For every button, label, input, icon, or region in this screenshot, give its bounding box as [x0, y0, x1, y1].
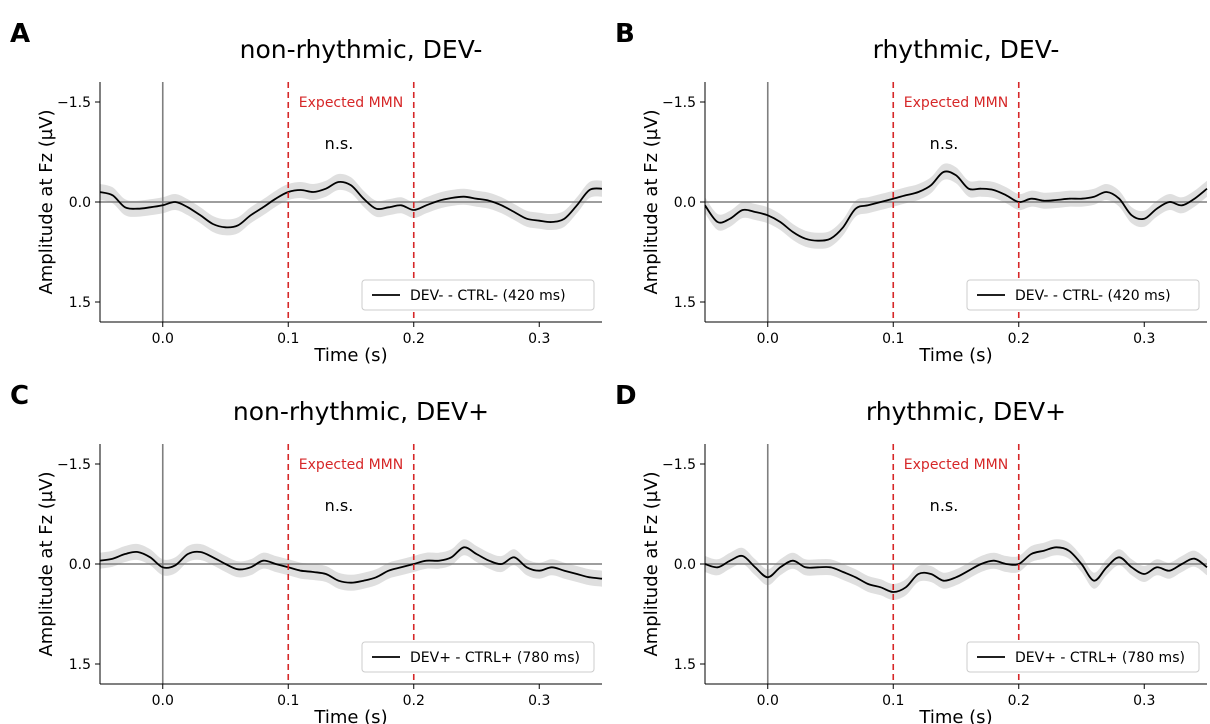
panel-label: A: [10, 19, 30, 49]
expected-mmn-label: Expected MMN: [299, 95, 403, 111]
x-tick-label: 0.2: [403, 331, 425, 347]
x-tick-label: 0.0: [152, 693, 174, 709]
legend: DEV- - CTRL- (420 ms): [966, 279, 1200, 311]
significance-label: n.s.: [930, 134, 959, 153]
panel-label: D: [615, 381, 637, 411]
significance-label: n.s.: [930, 496, 959, 515]
legend-label: DEV+ - CTRL+ (780 ms): [410, 650, 580, 666]
significance-label: n.s.: [325, 134, 354, 153]
y-axis-label: Amplitude at Fz (µV): [641, 471, 662, 656]
y-tick-label: 1.5: [674, 657, 696, 673]
data-line: [99, 180, 603, 229]
y-tick-label: −1.5: [662, 457, 696, 473]
x-tick-label: 0.3: [1133, 693, 1155, 709]
x-tick-label: 0.2: [1008, 693, 1030, 709]
legend-box: [361, 641, 595, 673]
y-axis-label: Amplitude at Fz (µV): [36, 109, 57, 294]
expected-mmn-label: Expected MMN: [904, 457, 1008, 473]
confidence-band: [705, 539, 1207, 600]
x-tick-label: 0.0: [757, 331, 779, 347]
expected-mmn-label: Expected MMN: [904, 95, 1008, 111]
x-tick-label: 0.2: [1008, 331, 1030, 347]
x-tick-label: 0.0: [757, 693, 779, 709]
panel-label: B: [615, 19, 635, 49]
chart-title: non-rhythmic, DEV-: [240, 35, 483, 64]
y-tick-label: −1.5: [57, 95, 91, 111]
y-axis-label: Amplitude at Fz (µV): [641, 109, 662, 294]
confidence-band: [705, 163, 1207, 249]
x-axis-label: Time (s): [313, 345, 387, 366]
y-tick-label: 1.5: [69, 295, 91, 311]
significance-label: n.s.: [325, 496, 354, 515]
y-tick-label: 1.5: [674, 295, 696, 311]
legend-box: [361, 279, 595, 311]
legend: DEV+ - CTRL+ (780 ms): [361, 641, 595, 673]
x-tick-label: 0.1: [277, 693, 299, 709]
legend-box: [966, 279, 1200, 311]
y-tick-label: 1.5: [69, 657, 91, 673]
y-tick-label: 0.0: [674, 557, 696, 573]
y-tick-label: −1.5: [57, 457, 91, 473]
chart-title: rhythmic, DEV+: [866, 397, 1066, 426]
chart-title: non-rhythmic, DEV+: [233, 397, 489, 426]
legend-label: DEV- - CTRL- (420 ms): [410, 288, 566, 304]
x-axis-label: Time (s): [918, 707, 992, 724]
legend: DEV- - CTRL- (420 ms): [361, 279, 595, 311]
legend-box: [966, 641, 1200, 673]
panel-label: C: [10, 381, 29, 411]
y-tick-label: 0.0: [674, 195, 696, 211]
confidence-band: [100, 173, 602, 236]
x-tick-label: 0.3: [1133, 331, 1155, 347]
y-tick-label: 0.0: [69, 557, 91, 573]
legend-label: DEV+ - CTRL+ (780 ms): [1015, 650, 1185, 666]
data-line: [704, 170, 1208, 242]
legend: DEV+ - CTRL+ (780 ms): [966, 641, 1200, 673]
x-axis-label: Time (s): [918, 345, 992, 366]
y-tick-label: −1.5: [662, 95, 696, 111]
expected-mmn-label: Expected MMN: [299, 457, 403, 473]
x-tick-label: 0.3: [528, 693, 550, 709]
confidence-band: [100, 539, 602, 591]
y-tick-label: 0.0: [69, 195, 91, 211]
x-tick-label: 0.1: [882, 693, 904, 709]
data-line: [704, 546, 1208, 593]
x-tick-label: 0.1: [882, 331, 904, 347]
chart-title: rhythmic, DEV-: [873, 35, 1060, 64]
data-line: [99, 546, 603, 584]
x-tick-label: 0.2: [403, 693, 425, 709]
x-axis-label: Time (s): [313, 707, 387, 724]
x-tick-label: 0.1: [277, 331, 299, 347]
x-tick-label: 0.0: [152, 331, 174, 347]
y-axis-label: Amplitude at Fz (µV): [36, 471, 57, 656]
x-tick-label: 0.3: [528, 331, 550, 347]
legend-label: DEV- - CTRL- (420 ms): [1015, 288, 1171, 304]
